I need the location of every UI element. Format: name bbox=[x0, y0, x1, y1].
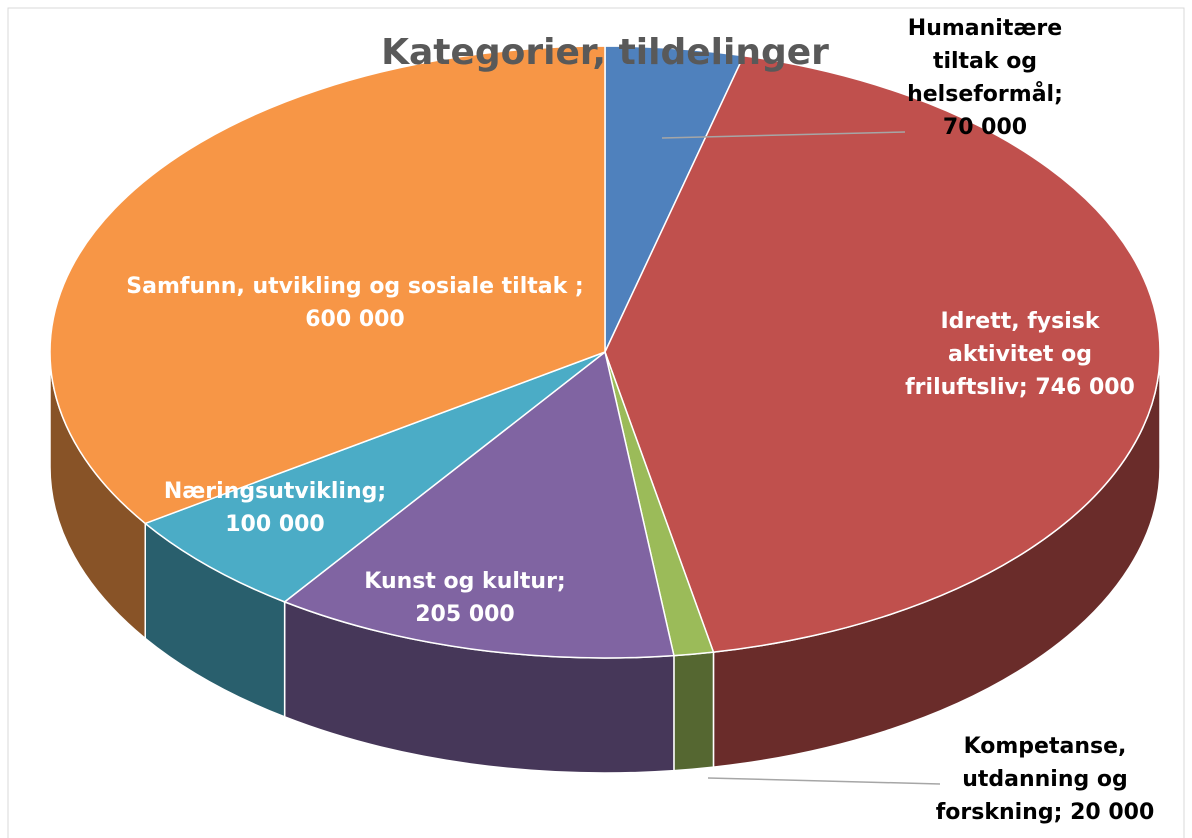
data-label: Idrett, fysisk aktivitet og friluftsliv;… bbox=[885, 305, 1155, 404]
value-label: 100 000 bbox=[225, 512, 325, 537]
slice-side bbox=[673, 651, 715, 772]
category-label: Næringsutvikling; bbox=[163, 479, 387, 504]
slice bbox=[143, 351, 606, 603]
leader-line bbox=[707, 777, 941, 785]
data-label: Næringsutvikling; 100 000 bbox=[145, 475, 405, 541]
data-label: Kunst og kultur; 205 000 bbox=[335, 565, 595, 631]
slice bbox=[283, 350, 675, 659]
data-label: Kompetanse, utdanning og forskning; 20 0… bbox=[930, 730, 1160, 829]
category-label: Kompetanse, utdanning og forskning; bbox=[935, 734, 1128, 825]
slice bbox=[604, 54, 1161, 653]
value-label: 205 000 bbox=[415, 602, 515, 627]
value-label: 70 000 bbox=[942, 115, 1028, 140]
category-label: Idrett, fysisk aktivitet og friluftsliv; bbox=[905, 309, 1100, 400]
data-label: Samfunn, utvikling og sosiale tiltak ; 6… bbox=[115, 270, 595, 336]
chart-title: Kategorier, tildelinger bbox=[381, 32, 829, 73]
value-label: 600 000 bbox=[305, 307, 405, 332]
value-label: 746 000 bbox=[1035, 375, 1135, 400]
data-label: Humanitære tiltak og helseformål; 70 000 bbox=[890, 12, 1080, 144]
category-label: Humanitære tiltak og helseformål; bbox=[907, 16, 1063, 107]
value-label: 20 000 bbox=[1070, 800, 1155, 825]
leader-line bbox=[661, 131, 906, 139]
slice bbox=[49, 45, 606, 525]
category-label: Kunst og kultur; bbox=[364, 569, 566, 594]
category-label: Samfunn, utvikling og sosiale tiltak ; bbox=[126, 274, 584, 299]
